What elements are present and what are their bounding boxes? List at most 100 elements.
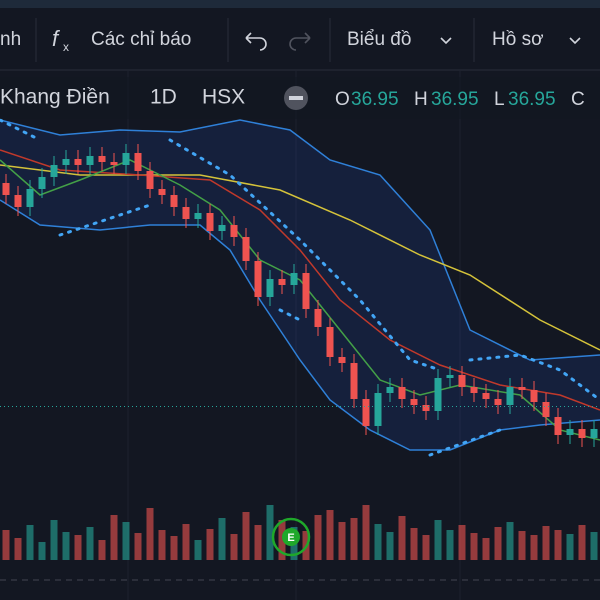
candle-body (290, 273, 298, 285)
volume-bar (482, 538, 490, 560)
ohlc-label: L (494, 89, 505, 110)
redo-icon (289, 32, 311, 51)
volume-bar (26, 525, 34, 560)
volume-bar (578, 525, 586, 560)
chart-type-button[interactable]: Biểu đồ (347, 29, 411, 50)
volume-bar (182, 524, 190, 560)
candle-body (242, 237, 250, 261)
ohlc-label: H (414, 89, 428, 110)
candle-body (182, 207, 190, 219)
volume-bar (206, 529, 214, 560)
candle-body (134, 153, 142, 171)
toolbar (0, 8, 600, 70)
candle-body (422, 405, 430, 411)
candle-body (326, 327, 334, 357)
candle-body (566, 429, 574, 435)
candle-body (578, 429, 586, 438)
candle-body (86, 156, 94, 165)
top-strip (0, 0, 600, 8)
candle-body (518, 387, 526, 390)
chevron (569, 37, 581, 45)
undo-icon[interactable] (245, 32, 267, 51)
candle-body (362, 399, 370, 426)
volume-bar (50, 520, 58, 560)
candle-body (266, 279, 274, 297)
volume-bar (194, 540, 202, 560)
volume-bar (410, 528, 418, 560)
volume-bar (566, 534, 574, 560)
volume-bar (458, 525, 466, 560)
volume-bar (242, 512, 250, 560)
parabolic-sar (0, 118, 600, 457)
moving-average-long (0, 164, 600, 351)
candles (2, 144, 598, 560)
volume-bar (110, 515, 118, 560)
candle-body (26, 189, 34, 207)
volume-bar (38, 542, 46, 560)
collapse-icon (289, 96, 303, 100)
volume-bar (362, 505, 370, 560)
volume-bar (530, 535, 538, 560)
fx-icon: x (63, 40, 69, 54)
interval[interactable]: 1D (150, 86, 177, 109)
candle-body (446, 375, 454, 378)
toolbar-item[interactable]: nh (0, 29, 21, 50)
volume-bar (398, 516, 406, 560)
volume-bar (350, 518, 358, 560)
candle-body (38, 177, 46, 189)
candle-body (74, 159, 82, 165)
volume-bar (446, 530, 454, 560)
volume-bar (62, 532, 70, 560)
profile-button[interactable]: Hồ sơ (492, 29, 544, 50)
candle-body (338, 357, 346, 363)
candle-body (554, 417, 562, 435)
volume-bar (74, 535, 82, 560)
candle-body (62, 159, 70, 165)
ohlc-value: 36.95 (431, 89, 479, 110)
volume-bar (218, 518, 226, 560)
volume-bar (422, 535, 430, 560)
candle-body (254, 261, 262, 297)
candle-body (350, 363, 358, 399)
volume-bar (122, 522, 130, 560)
candle-body (218, 225, 226, 231)
candle-body (14, 195, 22, 207)
candle-body (398, 387, 406, 399)
candle-body (434, 378, 442, 411)
candle-body (302, 273, 310, 309)
volume-bar (134, 533, 142, 560)
fx-icon[interactable]: f (52, 26, 61, 51)
candle-body (206, 213, 214, 231)
candle-body (590, 429, 598, 438)
symbol-name: Khang Điền (0, 86, 110, 109)
volume-bar (338, 522, 346, 560)
candle-body (410, 399, 418, 405)
volume-bar (98, 540, 106, 560)
event-badge[interactable] (271, 517, 311, 557)
volume-bar (554, 530, 562, 560)
candle-body (122, 153, 130, 165)
moving-average-short (0, 159, 600, 441)
volume-bar (326, 510, 334, 560)
exchange: HSX (202, 86, 245, 109)
candle-body (506, 387, 514, 405)
volume-bar (278, 520, 286, 560)
candle-body (230, 225, 238, 237)
volume-bar (170, 536, 178, 560)
volume-bar (542, 526, 550, 560)
candle-body (482, 393, 490, 399)
volume-bar (158, 530, 166, 560)
indicators-button[interactable]: Các chỉ báo (91, 29, 191, 50)
volume-bar (470, 533, 478, 560)
candle-body (458, 375, 466, 387)
volume-bar (14, 538, 22, 560)
volume-bar (86, 527, 94, 560)
candle-body (530, 390, 538, 402)
candle-body (98, 156, 106, 162)
event-badge-letter: E (287, 532, 294, 544)
ohlc-label: C (571, 89, 585, 110)
candle-body (374, 393, 382, 426)
candle-body (194, 213, 202, 219)
bollinger-upper (0, 119, 600, 361)
